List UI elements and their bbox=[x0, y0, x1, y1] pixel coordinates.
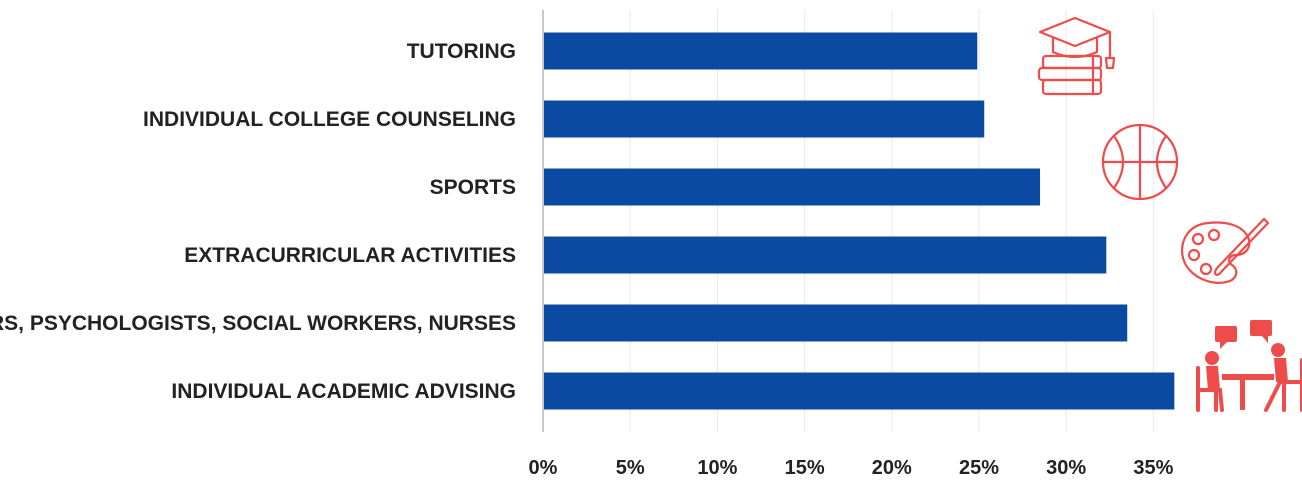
x-tick-label: 10% bbox=[697, 457, 737, 479]
x-tick-label: 20% bbox=[872, 457, 912, 479]
bars bbox=[543, 32, 1175, 410]
bar bbox=[543, 304, 1128, 342]
category-label: SPORTS bbox=[430, 176, 516, 199]
basketball-icon bbox=[1101, 123, 1179, 201]
gridlines bbox=[629, 10, 1155, 432]
bar bbox=[543, 168, 1041, 206]
bar bbox=[543, 32, 978, 70]
decorative-icons bbox=[1037, 16, 1302, 412]
category-label: TUTORING bbox=[407, 40, 516, 63]
category-label: SELORS, PSYCHOLOGISTS, SOCIAL WORKERS, N… bbox=[0, 312, 516, 335]
category-labels: TUTORING INDIVIDUAL COLLEGE COUNSELING SPO… bbox=[0, 40, 516, 403]
x-tick-label: 35% bbox=[1133, 457, 1173, 479]
graduation-books-icon bbox=[1037, 16, 1116, 96]
x-tick-label: 0% bbox=[529, 457, 558, 479]
bar bbox=[543, 372, 1175, 410]
x-tick-label: 25% bbox=[959, 457, 999, 479]
category-label: EXTRACURRICULAR ACTIVITIES bbox=[184, 244, 516, 267]
x-tick-label: 15% bbox=[785, 457, 825, 479]
palette-brush-icon bbox=[1181, 217, 1270, 284]
bar bbox=[543, 236, 1107, 274]
bar bbox=[543, 100, 985, 138]
x-tick-labels: 0% 5% 10% 15% 20% 25% 30% 35% bbox=[529, 457, 1174, 479]
counseling-conversation-icon bbox=[1196, 320, 1302, 412]
category-label: INDIVIDUAL COLLEGE COUNSELING bbox=[143, 108, 516, 131]
category-label: INDIVIDUAL ACADEMIC ADVISING bbox=[171, 380, 516, 403]
x-tick-label: 5% bbox=[616, 457, 645, 479]
x-tick-label: 30% bbox=[1046, 457, 1086, 479]
